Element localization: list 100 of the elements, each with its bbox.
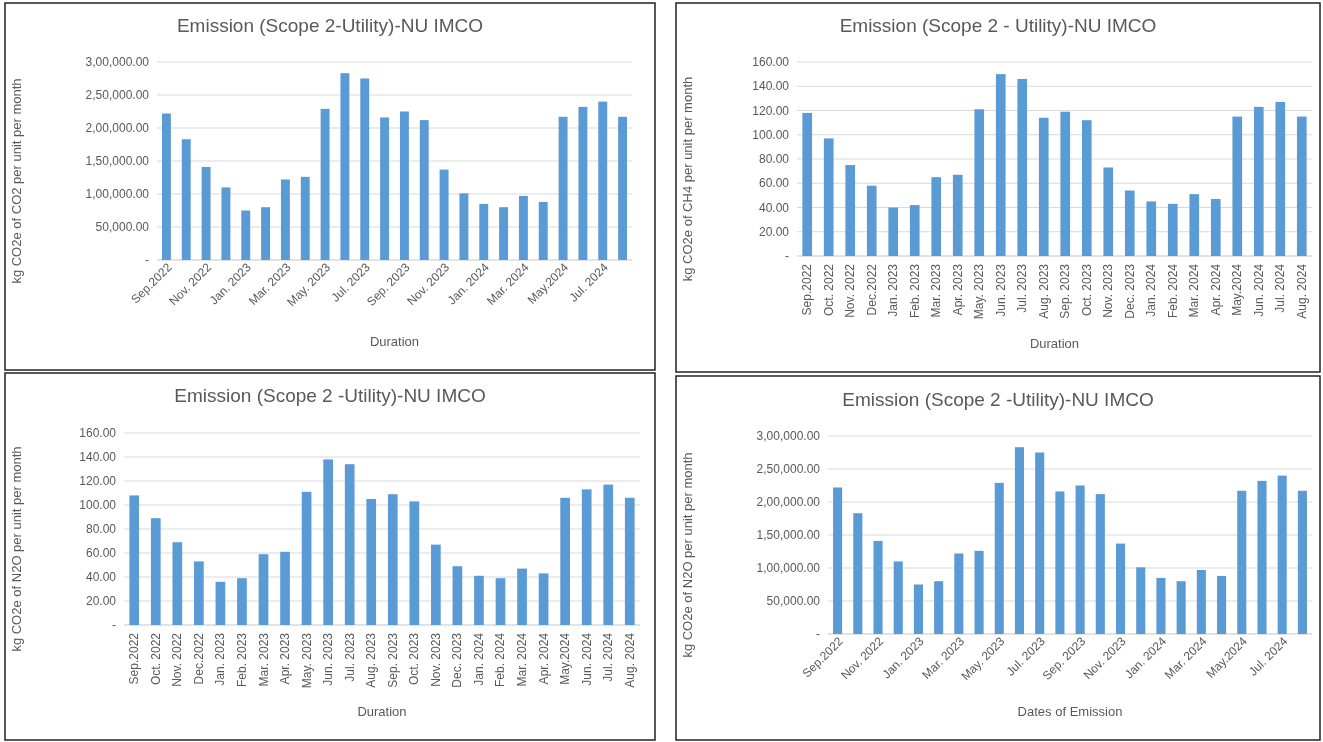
x-tick-label: Apr. 2023 bbox=[278, 632, 293, 685]
chart-title: Emission (Scope 2 -Utility)-NU IMCO bbox=[842, 389, 1154, 410]
bar bbox=[853, 513, 863, 634]
bar bbox=[1060, 111, 1071, 256]
x-tick-label: Jul. 2024 bbox=[601, 632, 616, 682]
bar bbox=[873, 540, 883, 634]
x-tick-label: May. 2023 bbox=[972, 263, 987, 320]
y-axis-title: kg CO2e of CH4 per unit per month bbox=[680, 76, 695, 282]
bar bbox=[974, 109, 985, 256]
x-axis-title: Duration bbox=[357, 704, 407, 719]
x-tick-label: Jun. 2023 bbox=[321, 632, 336, 686]
y-tick-label: 40.00 bbox=[758, 200, 790, 215]
bar bbox=[1189, 194, 1200, 256]
bar bbox=[194, 561, 204, 625]
bar bbox=[340, 73, 350, 260]
x-tick-label: Dec.2022 bbox=[864, 263, 879, 316]
bar bbox=[172, 542, 183, 625]
x-tick-label: Jul. 2024 bbox=[1273, 263, 1288, 313]
x-tick-label: Sep.2022 bbox=[127, 632, 142, 685]
bar bbox=[1081, 120, 1092, 256]
x-axis-title: Duration bbox=[1029, 336, 1080, 351]
bar bbox=[301, 491, 312, 625]
y-tick-label: - bbox=[785, 249, 789, 264]
y-tick-label: 1,50,000.00 bbox=[85, 154, 150, 169]
y-tick-label: 120.00 bbox=[752, 103, 790, 118]
x-tick-label: Oct. 2023 bbox=[407, 632, 422, 686]
bar bbox=[1095, 494, 1105, 634]
bar bbox=[495, 578, 506, 625]
bar bbox=[995, 74, 1006, 256]
x-tick-label: Sep.2022 bbox=[800, 263, 815, 316]
bar bbox=[833, 487, 843, 634]
bar bbox=[1014, 447, 1025, 634]
bar bbox=[323, 459, 333, 625]
y-tick-label: 60.00 bbox=[758, 176, 790, 191]
bar bbox=[1156, 577, 1166, 634]
bar bbox=[802, 112, 813, 256]
bar bbox=[360, 78, 370, 260]
bar bbox=[845, 165, 856, 256]
x-tick-label: Apr. 2024 bbox=[1208, 263, 1223, 316]
y-tick-label: 3,00,000.00 bbox=[756, 429, 821, 444]
x-tick-label: Mar. 2023 bbox=[256, 632, 271, 687]
x-tick-label: Jan. 2023 bbox=[886, 263, 901, 317]
x-tick-label: Apr. 2024 bbox=[536, 632, 551, 685]
bar bbox=[1257, 480, 1267, 634]
x-tick-label: Oct. 2023 bbox=[1079, 263, 1094, 317]
bar bbox=[280, 551, 290, 625]
bar bbox=[439, 169, 449, 260]
x-tick-label: Feb. 2024 bbox=[493, 632, 508, 688]
bar bbox=[499, 207, 509, 260]
bar bbox=[560, 497, 570, 625]
y-tick-label: 2,00,000.00 bbox=[85, 121, 150, 136]
bar bbox=[1277, 475, 1287, 634]
bar bbox=[888, 207, 899, 256]
x-tick-label: May.2024 bbox=[558, 632, 573, 685]
bar bbox=[578, 106, 588, 260]
bar bbox=[261, 207, 271, 260]
bar bbox=[1038, 117, 1049, 256]
bar bbox=[399, 111, 409, 260]
bar bbox=[474, 575, 484, 625]
y-tick-label: 40.00 bbox=[85, 570, 117, 585]
chart-title: Emission (Scope 2-Utility)-NU IMCO bbox=[176, 15, 484, 36]
x-tick-label: Jul. 2023 bbox=[342, 632, 357, 682]
bar bbox=[1103, 167, 1114, 256]
bar bbox=[181, 139, 191, 260]
chart-title: Emission (Scope 2 -Utility)-NU IMCO bbox=[174, 385, 486, 406]
bar bbox=[221, 187, 231, 260]
bar bbox=[581, 489, 592, 625]
bar bbox=[618, 116, 628, 260]
x-tick-label: Dec. 2023 bbox=[450, 632, 465, 688]
bar bbox=[380, 117, 390, 260]
x-tick-label: May. 2023 bbox=[299, 632, 314, 689]
chart-title: Emission (Scope 2 - Utility)-NU IMCO bbox=[839, 15, 1157, 36]
y-tick-label: 140.00 bbox=[79, 450, 117, 465]
x-tick-label: Aug. 2024 bbox=[622, 632, 637, 688]
x-tick-label: Aug. 2023 bbox=[1036, 263, 1051, 319]
bar bbox=[241, 210, 251, 260]
y-tick-label: 160.00 bbox=[752, 55, 790, 70]
y-tick-label: 50,000.00 bbox=[95, 220, 150, 235]
bar bbox=[1075, 485, 1085, 634]
y-axis-title: kg CO2e of N2O per unit per month bbox=[680, 452, 695, 658]
x-tick-label: Oct. 2022 bbox=[821, 263, 836, 317]
x-tick-label: Jun. 2024 bbox=[1251, 263, 1266, 317]
x-tick-label: Nov. 2022 bbox=[170, 632, 185, 687]
y-tick-label: - bbox=[112, 618, 116, 633]
bar bbox=[934, 581, 944, 634]
bar bbox=[387, 494, 398, 625]
y-axis-title: kg CO2e of CO2 per unit per month bbox=[9, 78, 24, 284]
x-tick-label: Dec. 2023 bbox=[1122, 263, 1137, 319]
bar bbox=[517, 568, 527, 625]
bar bbox=[459, 193, 469, 260]
bar bbox=[598, 101, 608, 260]
bar bbox=[538, 573, 549, 625]
y-tick-label: 1,50,000.00 bbox=[756, 528, 821, 543]
x-tick-label: Feb. 2023 bbox=[907, 263, 922, 319]
bar bbox=[409, 501, 420, 625]
x-tick-label: Nov. 2023 bbox=[1101, 263, 1116, 318]
bar bbox=[1167, 203, 1178, 256]
bar bbox=[1296, 116, 1307, 256]
y-tick-label: 100.00 bbox=[79, 498, 117, 513]
x-tick-label: Nov. 2023 bbox=[428, 632, 443, 687]
